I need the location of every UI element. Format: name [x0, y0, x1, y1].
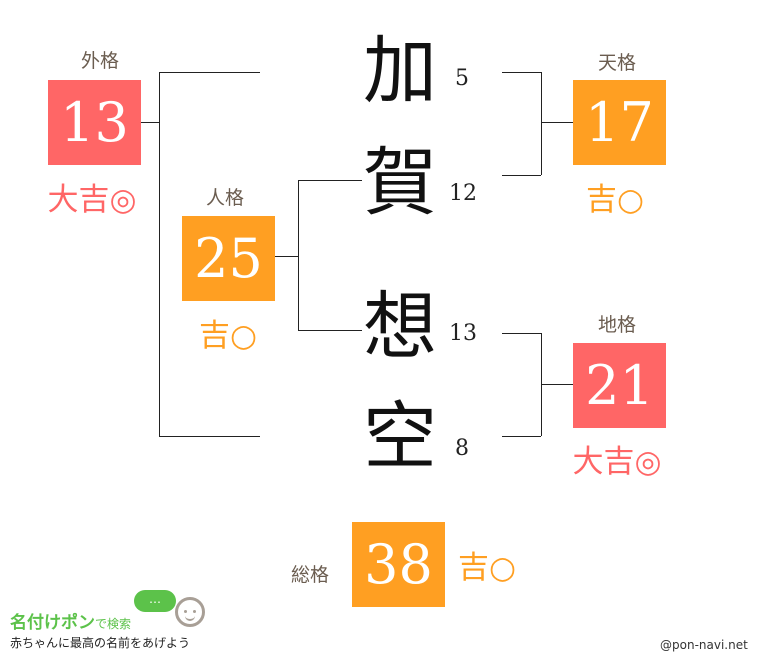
bracket-line — [541, 122, 573, 123]
gaikaku-fortune: 大吉◎ — [47, 182, 137, 218]
bracket-line — [502, 175, 541, 176]
chikaku-label: 地格 — [597, 314, 636, 336]
bracket-line — [541, 72, 542, 175]
stroke-count: 5 — [455, 66, 469, 91]
bracket-line — [298, 180, 299, 330]
tenkaku-value: 17 — [573, 80, 666, 165]
baby-face-icon — [175, 597, 205, 627]
name-char: 空 — [363, 394, 437, 480]
bracket-line — [502, 72, 541, 73]
name-char: 加 — [363, 28, 437, 114]
tenkaku-label: 天格 — [597, 52, 636, 74]
bracket-line — [159, 72, 260, 73]
stroke-count: 12 — [449, 181, 477, 206]
stroke-count: 13 — [449, 321, 477, 346]
bracket-line — [274, 256, 298, 257]
speech-bubble-icon: … — [134, 590, 176, 612]
logo-suffix: で検索 — [95, 617, 132, 631]
bracket-line — [141, 122, 159, 123]
soukaku-fortune: 吉○ — [457, 550, 517, 586]
name-char: 想 — [363, 284, 437, 370]
stroke-count: 8 — [455, 436, 469, 461]
bracket-line — [298, 180, 362, 181]
bracket-line — [502, 436, 541, 437]
jinkaku-label: 人格 — [205, 187, 244, 209]
bracket-line — [502, 333, 541, 334]
bracket-line — [541, 384, 573, 385]
tenkaku-fortune: 吉○ — [585, 182, 645, 218]
bracket-line — [298, 330, 362, 331]
logo-tagline: 赤ちゃんに最高の名前をあげよう — [10, 636, 191, 650]
bracket-line — [159, 72, 160, 436]
bracket-line — [159, 436, 260, 437]
soukaku-label: 総格 — [290, 564, 329, 586]
chikaku-value: 21 — [573, 343, 666, 428]
gaikaku-label: 外格 — [80, 50, 119, 72]
soukaku-value: 38 — [352, 522, 445, 607]
jinkaku-value: 25 — [182, 216, 275, 301]
logo-title: 名付けポン — [10, 613, 95, 633]
chikaku-fortune: 大吉◎ — [572, 444, 662, 480]
jinkaku-fortune: 吉○ — [198, 318, 258, 354]
site-logo[interactable]: … 名付けポンで検索 赤ちゃんに最高の名前をあげよう — [8, 590, 218, 655]
site-credit: @pon-navi.net — [660, 638, 748, 652]
gaikaku-value: 13 — [48, 80, 141, 165]
name-char: 賀 — [363, 140, 437, 226]
